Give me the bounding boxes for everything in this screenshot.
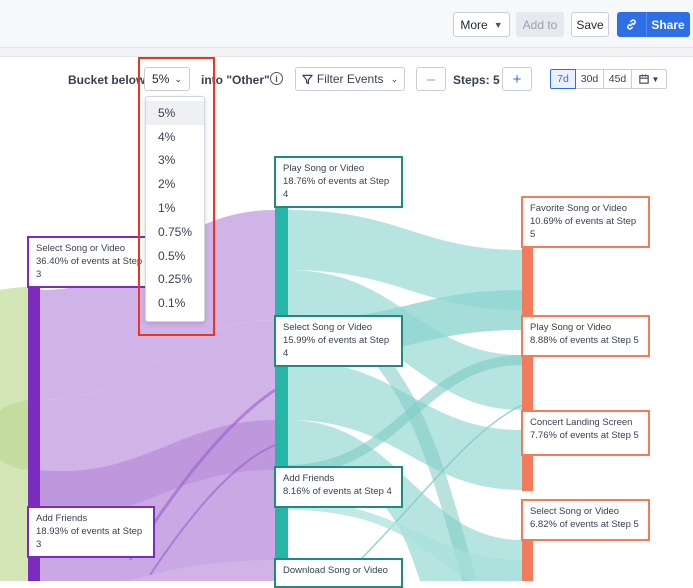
- flow-step4-to-step5: [288, 500, 522, 581]
- flow-step3-to-step4: [149, 444, 276, 576]
- node-step5-select-song[interactable]: Select Song or Video 6.82% of events at …: [521, 499, 650, 541]
- node-step3-select-song[interactable]: Select Song or Video 36.40% of events at…: [27, 236, 154, 288]
- node-step5-play-song[interactable]: Play Song or Video 8.88% of events at St…: [521, 315, 650, 357]
- node-title: Favorite Song or Video: [530, 203, 627, 214]
- range-30d-button[interactable]: 30d: [575, 69, 604, 89]
- node-detail: 36.40% of events at Step 3: [36, 256, 143, 280]
- node-title: Concert Landing Screen: [530, 417, 633, 428]
- custom-date-button[interactable]: ▼: [631, 69, 667, 89]
- top-toolbar: More ▼ Add to Save Share: [0, 0, 693, 48]
- other-label: into "Other": [201, 73, 270, 87]
- chevron-down-icon: ▼: [651, 74, 660, 84]
- node-bar-step5[interactable]: [522, 423, 533, 491]
- menu-option[interactable]: 0.25%: [158, 272, 193, 287]
- node-step3-add-friends[interactable]: Add Friends 18.93% of events at Step 3: [27, 506, 155, 558]
- node-title: Download Song or Video: [283, 565, 388, 576]
- node-detail: 10.69% of events at Step 5: [530, 216, 637, 240]
- chevron-down-icon: ⌄: [390, 73, 399, 84]
- save-button[interactable]: Save: [571, 12, 609, 37]
- info-icon[interactable]: i: [270, 72, 283, 85]
- bucket-threshold-value: 5%: [152, 72, 170, 86]
- node-title: Add Friends: [283, 473, 335, 484]
- filter-events-label: Filter Events: [316, 72, 384, 86]
- node-bar-step4[interactable]: [275, 207, 288, 581]
- node-detail: 6.82% of events at Step 5: [530, 519, 639, 530]
- node-title: Play Song or Video: [283, 163, 365, 174]
- range-7d-button[interactable]: 7d: [550, 69, 576, 89]
- flow-step4-to-step5: [288, 360, 522, 490]
- date-range-group: 7d 30d 45d ▼: [550, 69, 667, 89]
- menu-option[interactable]: 0.75%: [158, 224, 193, 239]
- node-bar-step5[interactable]: [522, 357, 533, 411]
- chevron-down-icon: ⌄: [174, 73, 182, 84]
- node-step4-add-friends[interactable]: Add Friends 8.16% of events at Step 4: [274, 466, 403, 508]
- node-detail: 8.88% of events at Step 5: [530, 335, 639, 346]
- share-button[interactable]: Share: [646, 12, 690, 37]
- node-step4-select-song[interactable]: Select Song or Video 15.99% of events at…: [274, 315, 403, 367]
- menu-option[interactable]: 0.5%: [158, 248, 186, 263]
- menu-option[interactable]: 4%: [158, 129, 176, 144]
- node-title: Select Song or Video: [530, 506, 620, 517]
- increase-steps-button[interactable]: +: [502, 67, 532, 91]
- add-to-button[interactable]: Add to: [516, 12, 564, 37]
- node-bar-step5[interactable]: [522, 247, 533, 315]
- more-button-label: More: [460, 17, 488, 32]
- node-detail: 15.99% of events at Step 4: [283, 335, 390, 359]
- filter-icon: [302, 74, 313, 84]
- panel-divider: [0, 48, 693, 58]
- flow-step4-to-step5: [288, 210, 522, 310]
- node-detail: 18.76% of events at Step 4: [283, 176, 390, 200]
- copy-link-button[interactable]: [617, 12, 646, 37]
- range-45d-button[interactable]: 45d: [603, 69, 632, 89]
- menu-option[interactable]: 1%: [158, 201, 176, 216]
- node-title: Select Song or Video: [36, 243, 126, 254]
- bucket-label: Bucket below: [68, 73, 146, 87]
- menu-option[interactable]: 5%: [146, 101, 204, 125]
- filter-events-button[interactable]: Filter Events ⌄: [295, 67, 405, 91]
- node-bar-step5[interactable]: [522, 530, 533, 581]
- calendar-icon: [638, 74, 649, 84]
- node-title: Play Song or Video: [530, 322, 612, 333]
- node-step5-favorite-song[interactable]: Favorite Song or Video 10.69% of events …: [521, 196, 650, 248]
- bucket-threshold-select[interactable]: 5% ⌄: [144, 67, 190, 91]
- decrease-steps-button[interactable]: –: [416, 67, 446, 91]
- node-title: Select Song or Video: [283, 322, 373, 333]
- flow-step2-to-step3: [0, 400, 28, 470]
- bucket-threshold-menu: 5% 4% 3% 2% 1% 0.75% 0.5% 0.25% 0.1%: [145, 96, 205, 322]
- node-step4-download-song[interactable]: Download Song or Video: [274, 558, 403, 588]
- node-detail: 18.93% of events at Step 3: [36, 526, 143, 550]
- link-icon: [627, 19, 636, 30]
- node-step4-play-song[interactable]: Play Song or Video 18.76% of events at S…: [274, 156, 403, 208]
- flow-step4-to-step5: [359, 404, 523, 561]
- node-detail: 8.16% of events at Step 4: [283, 486, 392, 497]
- more-button[interactable]: More ▼: [453, 12, 510, 37]
- node-detail: 7.76% of events at Step 5: [530, 430, 639, 441]
- menu-option[interactable]: 2%: [158, 177, 176, 192]
- menu-option[interactable]: 3%: [158, 153, 176, 168]
- node-step5-concert-landing[interactable]: Concert Landing Screen 7.76% of events a…: [521, 410, 650, 456]
- chevron-down-icon: ▼: [493, 19, 503, 30]
- node-title: Add Friends: [36, 513, 88, 524]
- menu-option[interactable]: 0.1%: [158, 296, 186, 311]
- steps-count: Steps: 5: [453, 73, 500, 87]
